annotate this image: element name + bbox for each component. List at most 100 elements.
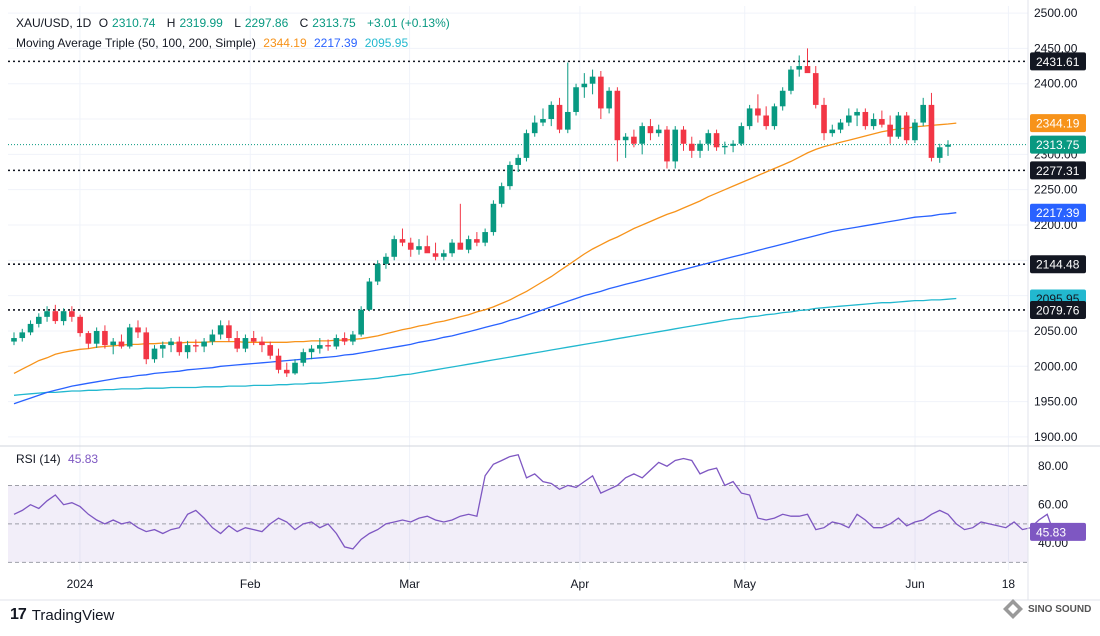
price-tick-label: 2000.00 xyxy=(1034,359,1078,373)
candle-body xyxy=(102,330,108,346)
candle xyxy=(366,277,373,312)
time-tick-label: Mar xyxy=(399,577,420,591)
time-tick-label: 18 xyxy=(1002,577,1016,591)
rsi-badge-bg xyxy=(1030,522,1086,541)
candle xyxy=(457,203,464,250)
candle-body xyxy=(606,90,612,109)
candle-body xyxy=(35,316,42,324)
candle-body xyxy=(226,325,232,339)
tradingview-brand[interactable]: 17 TradingView xyxy=(10,606,114,624)
candle xyxy=(498,182,505,208)
candle-body xyxy=(184,345,191,353)
ma50-line xyxy=(13,122,957,374)
level-badge-text: 2277.31 xyxy=(1036,164,1080,178)
candle-body xyxy=(325,345,331,347)
candle-body xyxy=(374,263,381,282)
level-badge-bg xyxy=(1030,255,1086,274)
candle-body xyxy=(474,239,480,243)
candle xyxy=(52,304,59,324)
candle-body xyxy=(69,311,75,317)
horizontal-levels xyxy=(8,60,1028,311)
candle xyxy=(474,232,480,247)
candle xyxy=(887,115,893,144)
ma-title: Moving Average Triple (50, 100, 200, Sim… xyxy=(16,36,256,50)
candle xyxy=(407,237,414,257)
candle-body xyxy=(507,164,513,187)
candle xyxy=(581,73,588,98)
candle-body xyxy=(581,83,588,88)
candle xyxy=(746,104,753,130)
level-badge: 2277.31 xyxy=(1030,161,1086,180)
candle-body xyxy=(622,136,629,141)
candle xyxy=(44,306,50,322)
candle-body xyxy=(93,330,100,344)
candle xyxy=(523,129,530,162)
ma100-badge: 2217.39 xyxy=(1030,203,1086,222)
rsi-title: RSI (14) xyxy=(16,452,61,466)
level-badge: 2431.61 xyxy=(1030,52,1086,71)
ma100-badge-text: 2217.39 xyxy=(1036,206,1080,220)
candle-body xyxy=(912,122,918,141)
candle-body xyxy=(52,311,59,322)
ohlc-legend: XAU/USD, 1D O 2310.74 H 2319.99 L 2297.86 C… xyxy=(16,16,454,30)
price-tick-label: 2400.00 xyxy=(1034,77,1078,91)
candle xyxy=(531,115,538,137)
rsi-band xyxy=(8,484,1028,563)
candle xyxy=(209,329,216,346)
candle-body xyxy=(457,242,464,250)
candle xyxy=(259,336,265,353)
candle-body xyxy=(366,281,373,310)
candle xyxy=(424,235,431,254)
candle xyxy=(598,70,604,120)
candle-body xyxy=(159,345,166,349)
candle-body xyxy=(283,369,290,374)
candle xyxy=(11,332,17,346)
candle-body xyxy=(110,341,116,346)
candle xyxy=(928,92,935,162)
candle xyxy=(680,126,687,151)
candle xyxy=(159,341,166,358)
ma50-badge-bg xyxy=(1030,114,1086,133)
candle-body xyxy=(424,246,431,254)
candle-body xyxy=(259,341,265,346)
candle xyxy=(102,325,108,349)
candle-body xyxy=(548,104,555,120)
ma200-line xyxy=(13,297,957,396)
candle-body xyxy=(350,334,356,342)
candle-body xyxy=(705,133,712,144)
rsi-series-line xyxy=(13,453,1073,550)
candle-body xyxy=(523,133,530,158)
candle-body xyxy=(887,124,893,137)
candle-body xyxy=(879,119,885,125)
candle-body xyxy=(482,232,488,243)
candle xyxy=(804,48,811,74)
candle xyxy=(325,339,331,351)
candle-body xyxy=(292,362,298,374)
candle xyxy=(300,348,307,367)
candle-body xyxy=(531,122,538,134)
rsi-line xyxy=(13,453,1073,550)
candle-body xyxy=(498,186,505,204)
candles xyxy=(11,48,951,377)
candle xyxy=(85,330,92,349)
candle xyxy=(317,338,323,354)
candle-body xyxy=(333,338,340,347)
open-value: O 2310.74 xyxy=(98,16,156,30)
candle xyxy=(903,111,910,144)
candle xyxy=(713,129,720,151)
price-tick-label: 1950.00 xyxy=(1034,395,1078,409)
price-tick-label: 2500.00 xyxy=(1034,6,1078,20)
time-tick-label: Apr xyxy=(571,577,590,591)
candle xyxy=(779,87,786,111)
brand-name: TradingView xyxy=(31,606,115,624)
ma100-value: 2217.39 xyxy=(314,36,358,50)
candle xyxy=(135,320,141,339)
candle-body xyxy=(234,338,240,349)
candle-body xyxy=(788,69,794,91)
candle xyxy=(27,320,34,336)
candle xyxy=(93,327,100,348)
candle xyxy=(606,87,612,114)
candle xyxy=(374,260,381,286)
level-badge-text: 2079.76 xyxy=(1036,303,1080,317)
